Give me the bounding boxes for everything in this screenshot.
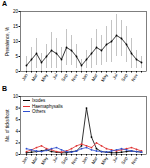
svg-text:4: 4: [15, 129, 18, 134]
svg-text:6: 6: [15, 117, 18, 122]
svg-text:Jul: Jul: [51, 156, 58, 163]
svg-text:15: 15: [13, 24, 19, 29]
svg-text:0: 0: [15, 69, 18, 74]
svg-text:May: May: [40, 155, 49, 166]
html-text:B: B: [2, 85, 8, 92]
svg-text:Jan: Jan: [81, 72, 89, 81]
svg-text:5: 5: [15, 54, 18, 59]
html-text:Ixodes: Ixodes: [32, 98, 46, 103]
svg-text:Mar: Mar: [30, 155, 38, 165]
svg-text:Jul: Jul: [111, 156, 118, 163]
html-text:Haemaphysalis: Haemaphysalis: [32, 103, 63, 109]
svg-text:Sep: Sep: [60, 72, 69, 82]
svg-text:0: 0: [15, 152, 18, 157]
svg-text:May: May: [100, 72, 109, 83]
svg-text:Nov: Nov: [130, 155, 139, 165]
html-text:Others: Others: [32, 109, 46, 114]
svg-text:Mar: Mar: [90, 155, 98, 165]
svg-text:Prevalence, %: Prevalence, %: [5, 27, 10, 56]
svg-text:Jan: Jan: [81, 155, 89, 164]
svg-text:10: 10: [13, 39, 19, 44]
svg-text:10: 10: [13, 94, 19, 99]
html-text:A: A: [2, 0, 8, 7]
svg-text:Mar: Mar: [90, 72, 98, 82]
svg-text:Sep: Sep: [120, 155, 129, 165]
svg-text:No. of ticks/host: No. of ticks/host: [5, 109, 10, 142]
svg-text:Mar: Mar: [30, 72, 38, 82]
svg-text:8: 8: [15, 106, 18, 111]
svg-text:Sep: Sep: [60, 155, 69, 165]
svg-text:Nov: Nov: [70, 72, 79, 82]
svg-text:Nov: Nov: [130, 72, 139, 82]
svg-text:2: 2: [15, 140, 18, 145]
svg-text:May: May: [100, 155, 109, 166]
svg-text:20: 20: [13, 9, 19, 14]
svg-text:Nov: Nov: [70, 155, 79, 165]
svg-text:May: May: [40, 72, 49, 83]
svg-text:Jul: Jul: [51, 73, 58, 80]
svg-text:Jul: Jul: [111, 73, 118, 80]
svg-text:Jan: Jan: [21, 72, 29, 81]
svg-text:Sep: Sep: [120, 72, 129, 82]
svg-text:Jan: Jan: [21, 155, 29, 164]
